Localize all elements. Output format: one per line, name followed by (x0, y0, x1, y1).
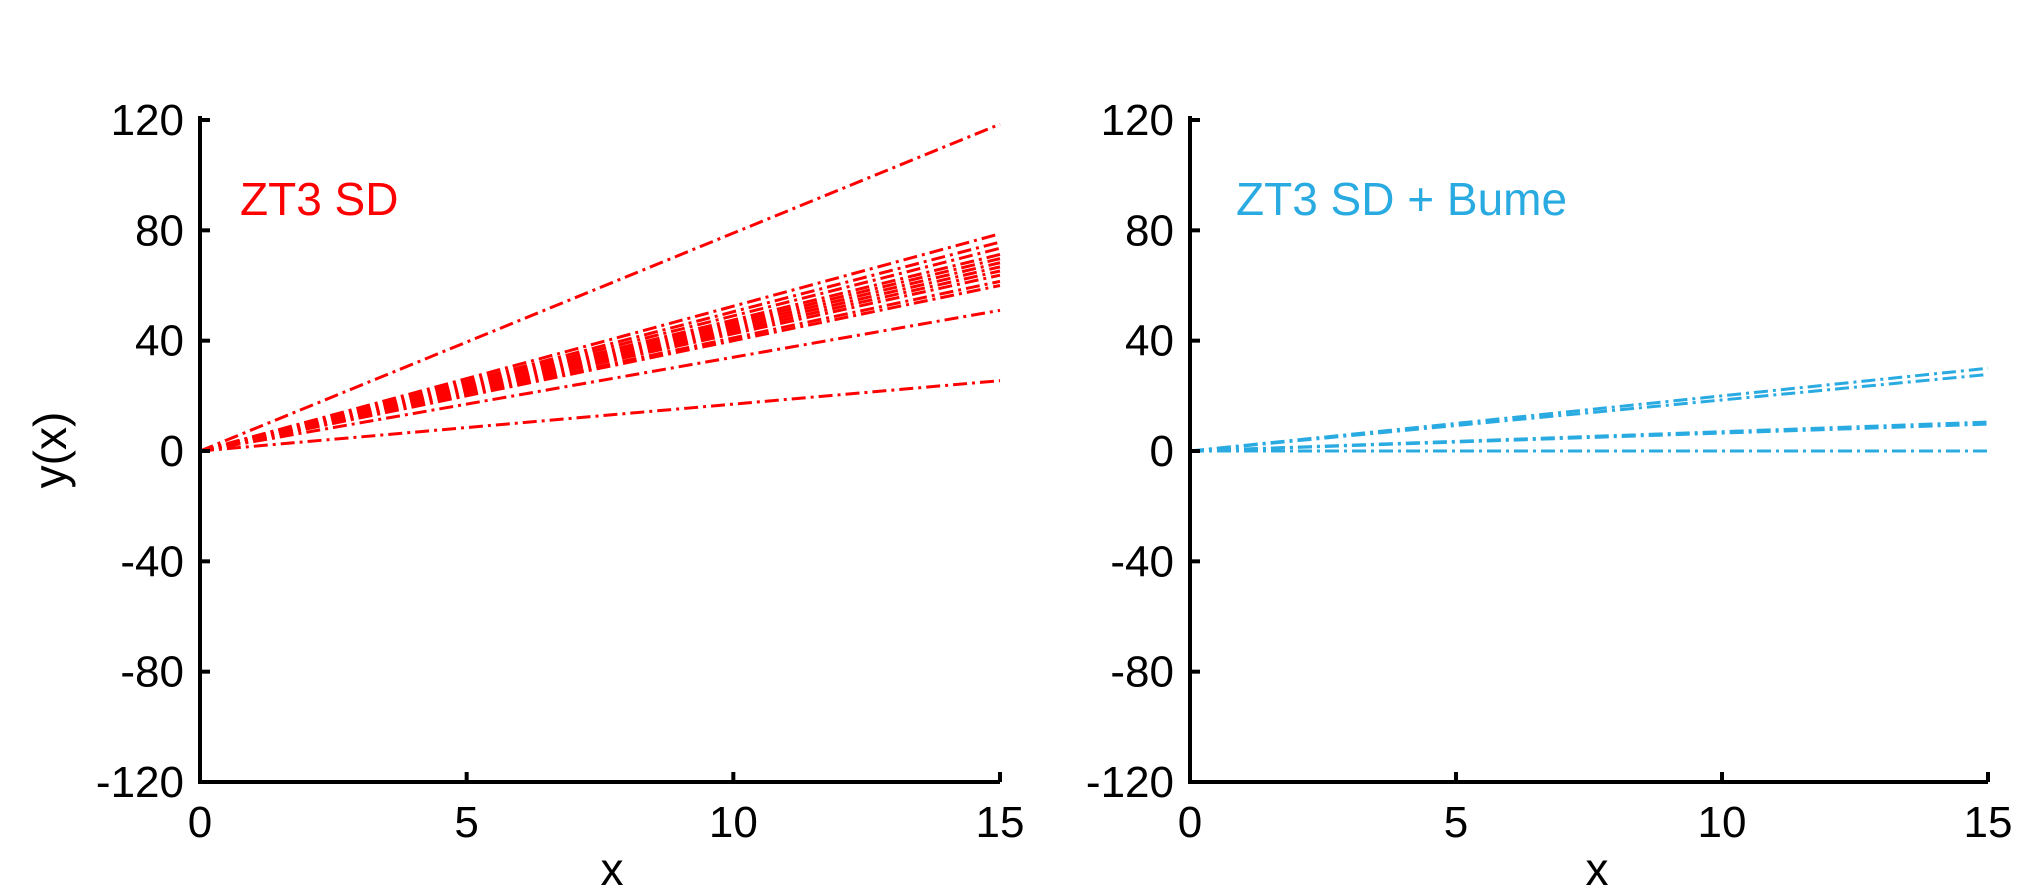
panel-left-ytick-label: -40 (120, 537, 184, 586)
panel-right-series-line-0 (1189, 366, 1989, 453)
panel-left-xtick-label: 10 (709, 798, 758, 847)
panel-right-ytick-label: 40 (1125, 317, 1174, 366)
panel-left-xtick-label: 5 (454, 798, 478, 847)
panel-left-series-line-6 (199, 261, 1001, 453)
panel-left-series-line-12 (199, 308, 1001, 453)
panel-left-xtick-label: 15 (976, 798, 1025, 847)
panel-left-series-line-3 (199, 246, 1001, 453)
panel-left-xlabel: x (601, 843, 624, 892)
panel-left-annotation: ZT3 SD (240, 173, 398, 225)
panel-left-ytick-label: -120 (96, 758, 184, 807)
panel-right-annotation: ZT3 SD + Bume (1236, 173, 1567, 225)
panel-right-ytick-label: 0 (1150, 427, 1174, 476)
panel-left-series-line-0 (199, 122, 1001, 453)
panel-left-series-line-1 (199, 232, 1001, 453)
panel-left-ytick-label: 80 (135, 206, 184, 255)
panel-left-ylabel: y(x) (24, 412, 76, 489)
panel-right-xlabel: x (1586, 843, 1609, 892)
panel-left-series-line-4 (199, 253, 1001, 453)
panel-right-series-line-1 (1189, 372, 1989, 453)
panel-left-xtick-label: 0 (188, 798, 212, 847)
panel-right-xtick-label: 10 (1698, 798, 1747, 847)
panel-right-ytick-label: -80 (1110, 648, 1174, 697)
panel-left-ytick-label: 120 (111, 96, 184, 145)
panel-right-xtick-label: 15 (1964, 798, 2013, 847)
panel-right-xtick-label: 5 (1444, 798, 1468, 847)
panel-left-series-line-10 (199, 279, 1001, 453)
panel-left-series-line-8 (199, 269, 1001, 453)
panel-right-ytick-label: -120 (1086, 758, 1174, 807)
panel-right-ytick-label: 80 (1125, 206, 1174, 255)
panel-left-series-line-2 (199, 240, 1001, 453)
panel-right-series-line-3 (1189, 422, 1989, 453)
panel-left-series-line-13 (199, 379, 1001, 453)
panel-right-ytick-label: 120 (1101, 96, 1174, 145)
panel-right-xtick-label: 0 (1178, 798, 1202, 847)
panel-left-series-line-11 (199, 284, 1001, 453)
panel-left-ytick-label: 0 (160, 427, 184, 476)
panel-left-ytick-label: 40 (135, 317, 184, 366)
panel-left-series-line-7 (199, 265, 1001, 453)
panel-left-series-line-9 (199, 273, 1001, 453)
panel-right-ytick-label: -40 (1110, 537, 1174, 586)
panel-left-ytick-label: -80 (120, 648, 184, 697)
